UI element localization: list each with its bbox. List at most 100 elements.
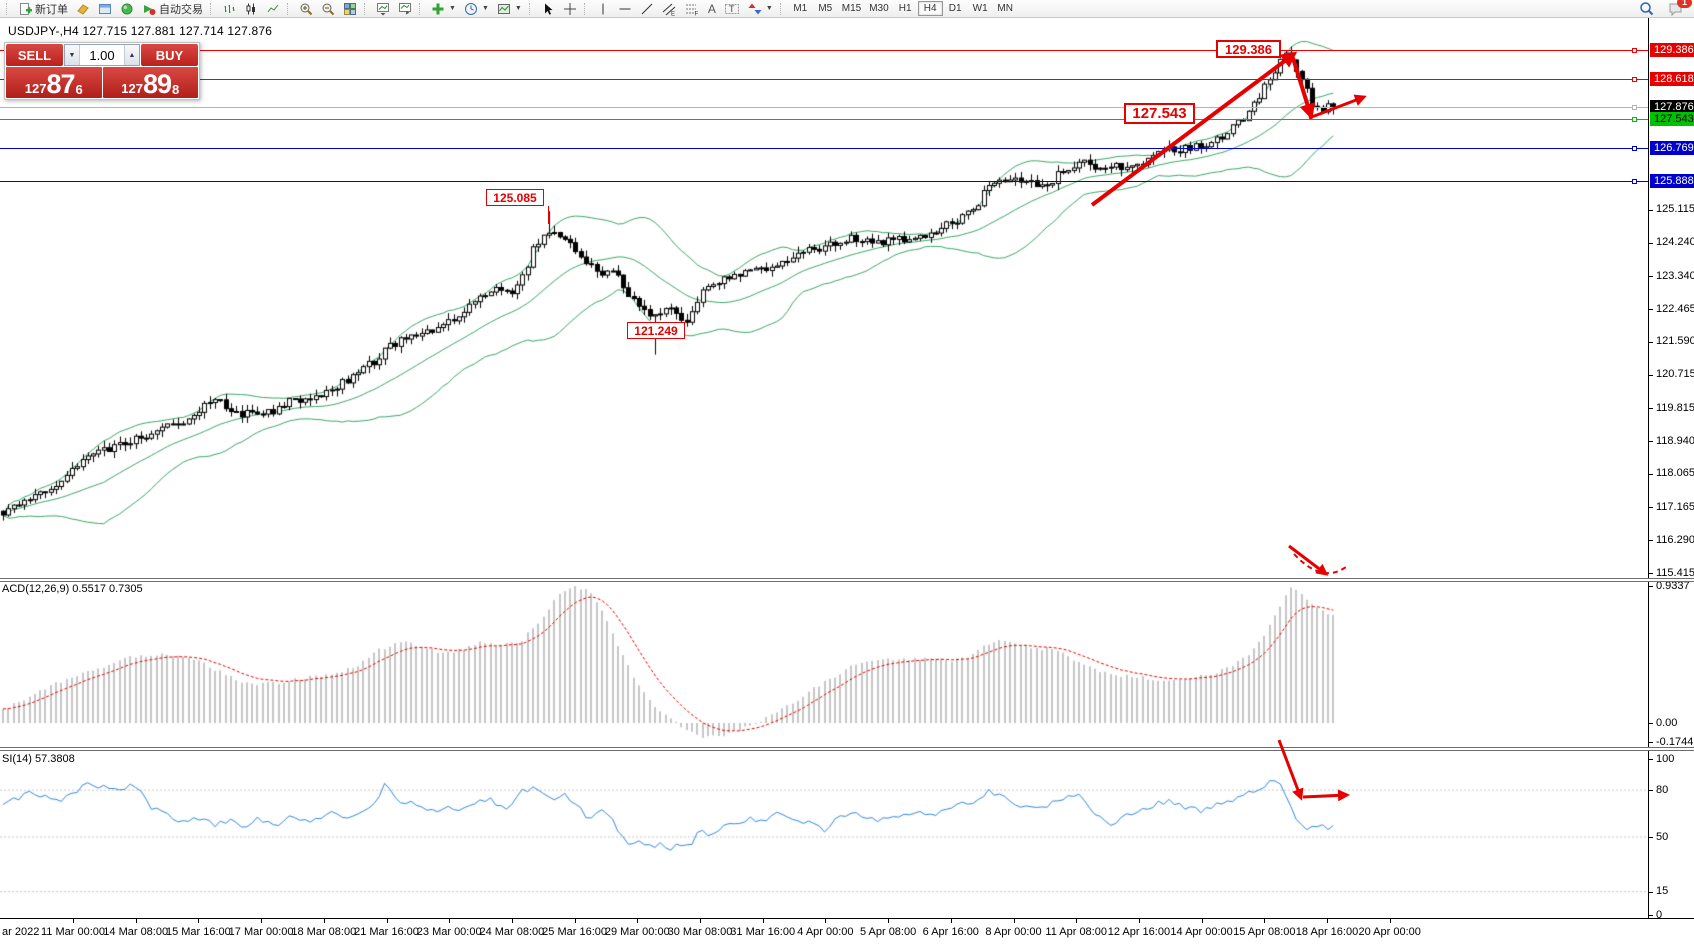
horizontal-line-tool-button[interactable] [614,0,636,18]
price-tick-mark [1649,507,1653,509]
horizontal-line-128.618[interactable] [0,79,1648,80]
cursor-tool-button[interactable] [537,0,559,18]
chart-shift-button[interactable] [394,0,416,18]
annotation-swing-high[interactable]: 125.085 [486,189,544,206]
price-tick-mark [1649,309,1653,311]
indicators-button[interactable]: ▼ [427,0,460,18]
pane-splitter-rsi[interactable] [0,747,1694,751]
timeframe-w1[interactable]: W1 [968,1,993,16]
line-handle[interactable] [1632,179,1637,184]
timeframe-m15[interactable]: M15 [838,1,865,16]
price-tick-mark [1649,473,1653,475]
zoom-in-icon [299,2,313,16]
horizontal-line-125.888[interactable] [0,181,1648,182]
trendline-tool-button[interactable] [636,0,658,18]
price-tick-mark [1649,341,1653,343]
horizontal-line-129.386[interactable] [0,50,1648,51]
styles-button[interactable] [72,0,94,18]
rsi-tick-label: 50 [1656,830,1669,843]
horizontal-line-127.543[interactable] [0,119,1648,120]
price-tick-label: 124.240 [1656,236,1694,249]
buy-button[interactable]: BUY [141,44,198,66]
text-label-icon: T [724,2,740,16]
candlestick-mode-button[interactable] [240,0,262,18]
rsi-tick-mark [1649,759,1653,760]
price-line-label: 125.888 [1650,174,1694,188]
price-tick-mark [1649,242,1653,244]
price-tick-mark [1649,573,1653,574]
auto-trading-icon [142,2,156,16]
line-handle[interactable] [1632,48,1637,53]
price-pane-canvas[interactable] [0,18,1648,578]
line-handle[interactable] [1632,105,1637,110]
timeframe-mn[interactable]: MN [993,1,1018,16]
periods-button[interactable]: ▼ [460,0,493,18]
time-tick-label: 11 Mar 00:00 [40,926,106,938]
fibonacci-tool-button[interactable]: F [681,0,704,18]
ask-price-box[interactable]: 127 89 8 [102,67,198,98]
data-feed-button[interactable] [116,0,138,18]
time-axis[interactable]: ar 2022 11 Mar 00:00 14 Mar 08:00 15 Mar 16… [0,918,1694,944]
timeframe-h4[interactable]: H4 [917,1,943,16]
line-handle[interactable] [1632,117,1637,122]
bid-prefix: 127 [24,81,47,96]
time-tick-label: 8 Apr 00:00 [985,926,1042,938]
time-tick-label: 12 Apr 16:00 [1107,926,1171,938]
price-tick-label: 115.415 [1656,566,1694,579]
search-button[interactable] [1635,0,1658,18]
timeframe-m5[interactable]: M5 [813,1,838,16]
candlestick-icon [244,2,258,16]
line-chart-mode-button[interactable] [262,0,284,18]
timeframe-m30[interactable]: M30 [865,1,892,16]
templates-button[interactable]: ▼ [493,0,526,18]
equidistant-channel-icon: E [662,2,677,16]
pane-splitter-macd[interactable] [0,578,1694,582]
add-indicator-icon [431,2,445,16]
crosshair-tool-button[interactable] [559,0,581,18]
volume-value[interactable]: 1.00 [89,47,115,63]
tile-windows-button[interactable] [339,0,361,18]
search-icon [1639,1,1654,16]
macd-pane-canvas[interactable] [0,580,1648,747]
text-tool-button[interactable]: A [704,0,720,18]
horizontal-line-127.876[interactable] [0,107,1648,108]
bid-price-box[interactable]: 127 87 6 [6,67,102,98]
sell-button[interactable]: SELL [6,44,63,66]
one-click-trading-panel: SELL ▼ 1.00 ▲ BUY 127 87 6 127 89 8 [4,42,200,100]
time-tick-label: 5 Apr 08:00 [859,926,917,938]
market-watch-button[interactable] [94,0,116,18]
profile-button[interactable] [372,0,394,18]
zoom-out-button[interactable] [317,0,339,18]
price-tick-label: 120.715 [1656,368,1694,381]
volume-increase-button[interactable]: ▲ [124,45,139,65]
rsi-pane-canvas[interactable] [0,750,1648,918]
text-label-tool-button[interactable]: T [720,0,744,18]
bar-chart-mode-button[interactable] [218,0,240,18]
channel-tool-button[interactable]: E [658,0,681,18]
zoom-in-button[interactable] [295,0,317,18]
price-tick-label: 122.465 [1656,302,1694,315]
timeframe-m1[interactable]: M1 [788,1,813,16]
time-tick-mark [261,919,263,923]
chevron-down-icon: ▼ [481,5,489,12]
annotation-price-support[interactable]: 127.543 [1124,103,1195,124]
price-axis[interactable]: 125.115 124.240 123.340 122.465 121.590 120.7… [1648,18,1694,921]
auto-trading-button[interactable]: 自动交易 [138,0,207,18]
volume-decrease-button[interactable]: ▼ [65,45,80,65]
annotation-swing-low[interactable]: 121.249 [627,322,685,339]
timeframe-h1[interactable]: H1 [893,1,918,16]
time-tick-mark [1264,919,1266,923]
chart-title: USDJPY-,H4 127.715 127.881 127.714 127.8… [8,24,273,38]
horizontal-line-126.769[interactable] [0,148,1648,149]
annotation-price-peak[interactable]: 129.386 [1216,40,1281,58]
time-tick-mark [762,919,764,923]
new-order-button[interactable]: 新订单 [14,0,72,18]
time-tick-label: 21 Mar 16:00 [354,926,419,938]
notifications-button[interactable]: 1 [1664,0,1692,18]
line-handle[interactable] [1632,77,1637,82]
vertical-line-tool-button[interactable] [592,0,614,18]
arrows-tool-button[interactable]: ▼ [744,0,777,18]
timeframe-d1[interactable]: D1 [943,1,968,16]
line-handle[interactable] [1632,146,1637,151]
brush-icon [76,2,90,16]
